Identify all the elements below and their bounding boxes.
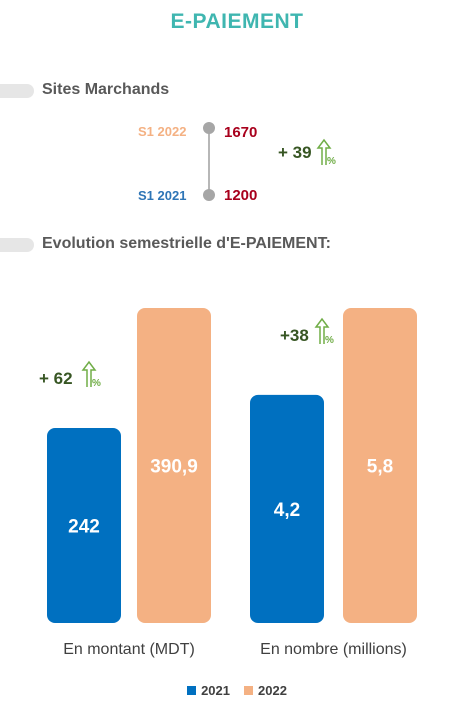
growth-label-montant: + 62 [39, 369, 73, 388]
merchants-growth: + 39 % [278, 138, 336, 166]
svg-text:%: % [327, 156, 336, 166]
percent-sign: % [325, 335, 334, 346]
legend-label-2021: 2021 [201, 683, 230, 698]
merchants-value-2021: 1200 [224, 187, 258, 204]
timeline-line [208, 130, 210, 196]
bar-2022-nombre [343, 308, 417, 623]
page-title: E-PAIEMENT [170, 10, 304, 33]
period-label-s1-2021: S1 2021 [138, 188, 187, 203]
data-label-2022-nombre: 5,8 [367, 457, 393, 478]
merchants-section-label: Sites Marchands [42, 81, 170, 98]
section-marker [0, 238, 34, 252]
evolution-section-label: Evolution semestrielle d'E-PAIEMENT: [42, 235, 331, 252]
legend-item-2022: 2022 [244, 683, 287, 698]
growth-arrow-icon [314, 317, 330, 344]
growth-arrow-icon [81, 360, 97, 387]
bar-2021-montant [47, 427, 121, 623]
period-label-s1-2022: S1 2022 [138, 124, 187, 139]
bar-2021-nombre [250, 394, 324, 623]
section-marker [0, 84, 34, 98]
merchants-growth-value: + 39 [278, 143, 312, 162]
timeline-dot-2022 [203, 122, 215, 134]
percent-sign: % [92, 378, 101, 389]
category-label-montant: En montant (MDT) [63, 641, 195, 658]
growth-arrow-percent-icon: % [316, 138, 336, 166]
legend-label-2022: 2022 [258, 683, 287, 698]
data-label-2022-montant: 390,9 [150, 457, 198, 478]
growth-label-nombre: +38 [280, 326, 309, 345]
data-label-2021-nombre: 4,2 [274, 500, 300, 521]
chart-legend: 2021 2022 [0, 683, 474, 698]
timeline-dot-2021 [203, 189, 215, 201]
legend-swatch-2022 [244, 686, 253, 695]
data-label-2021-montant: 242 [68, 516, 100, 537]
bar-2022-montant [137, 308, 211, 623]
merchants-value-2022: 1670 [224, 124, 258, 141]
legend-swatch-2021 [187, 686, 197, 695]
legend-item-2021: 2021 [187, 683, 230, 698]
bar-chart: 242 390,9 En montant (MDT) + 62 % 4,2 5,8 En no… [39, 308, 417, 658]
category-label-nombre: En nombre (millions) [260, 641, 407, 658]
